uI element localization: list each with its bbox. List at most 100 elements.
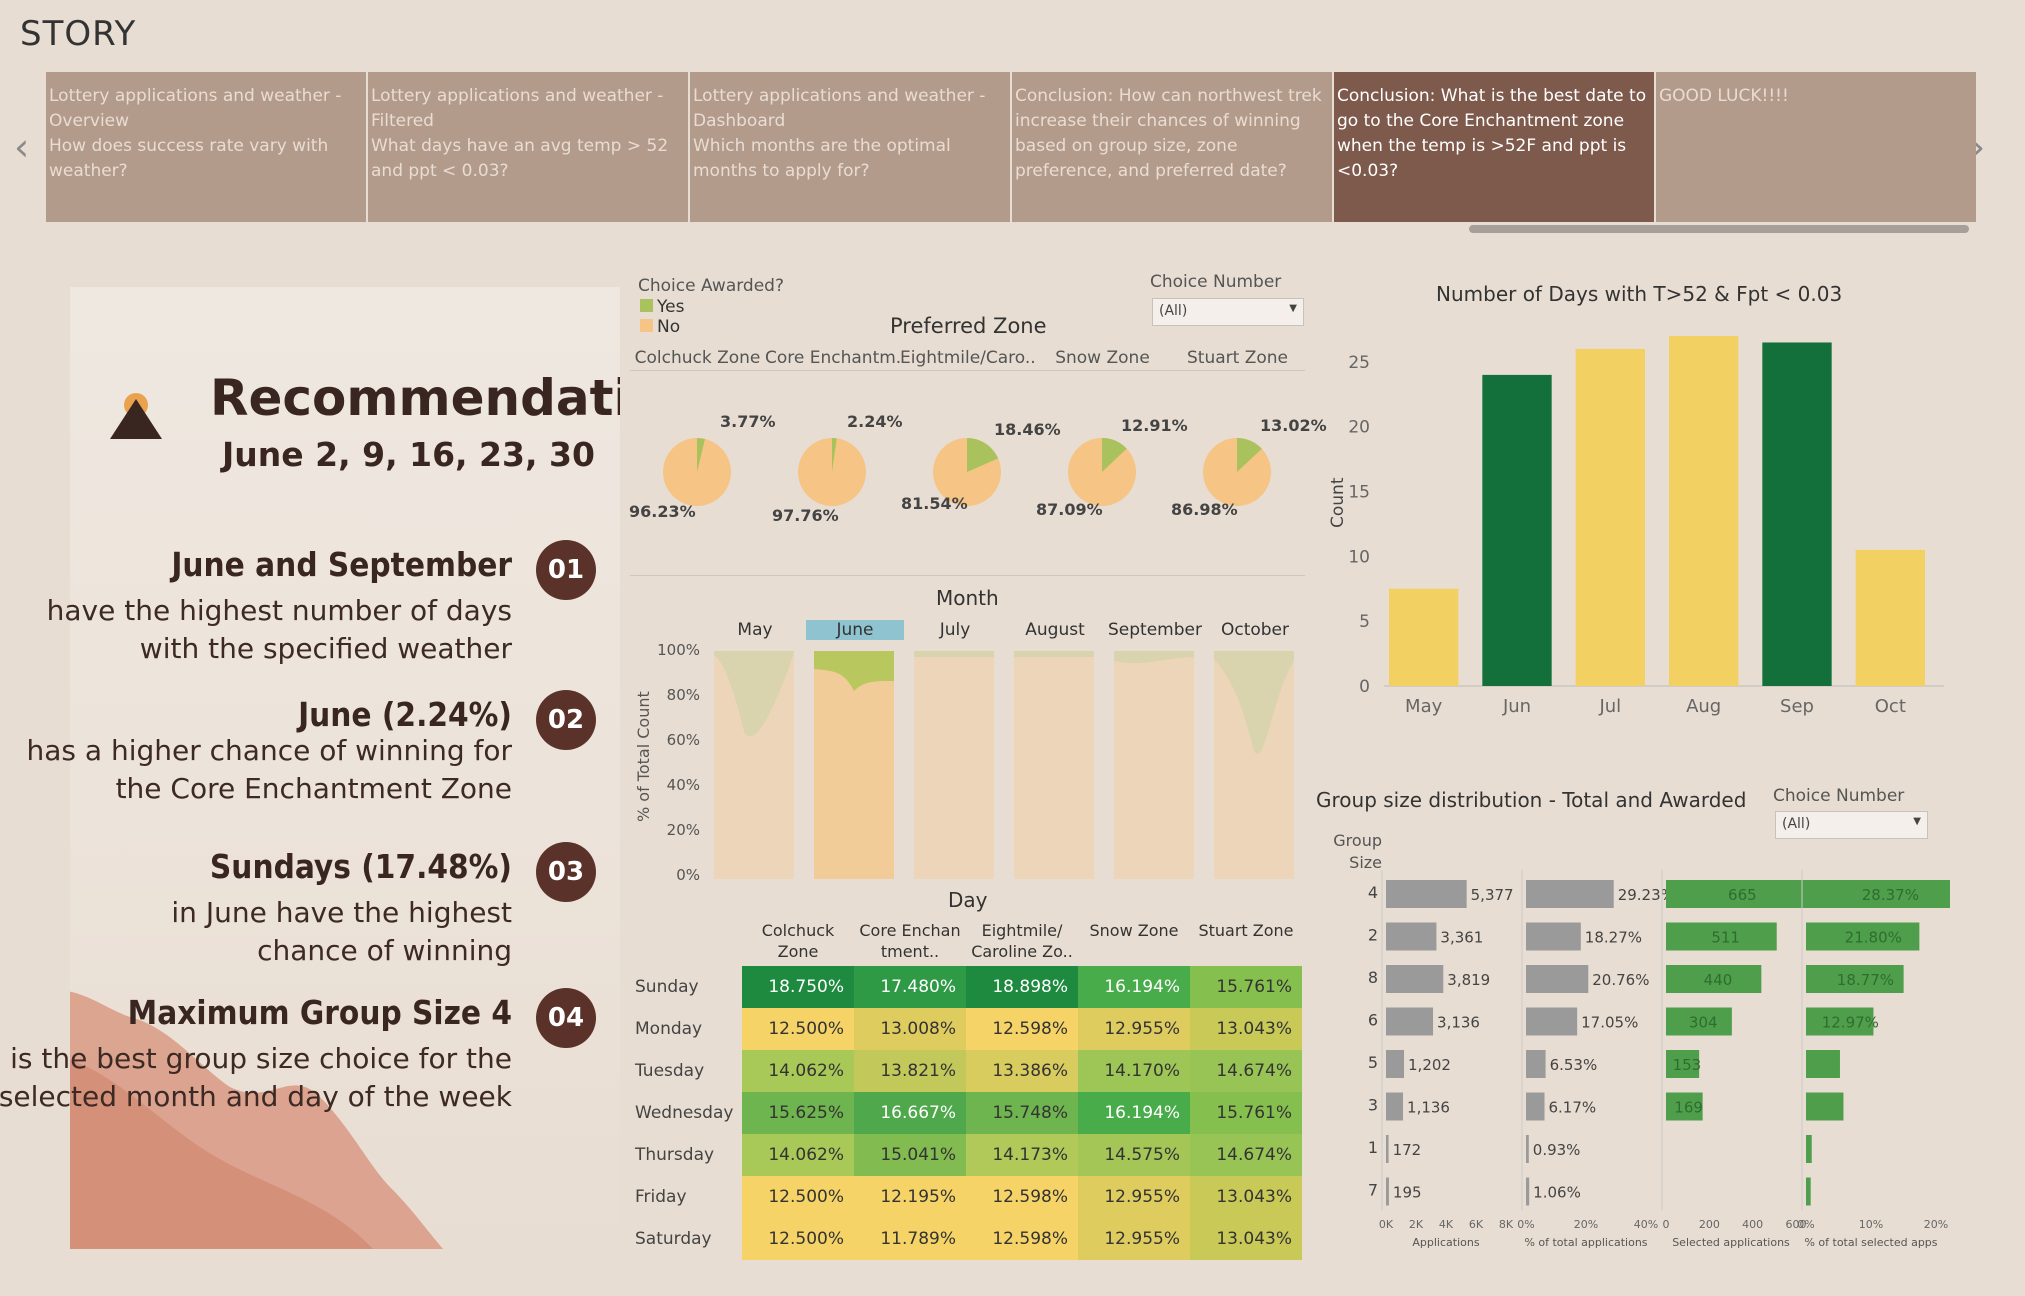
heatmap-cell[interactable]: 14.674%: [1190, 1050, 1302, 1092]
group-bar[interactable]: [1666, 1050, 1700, 1078]
month-header[interactable]: August: [1025, 620, 1085, 640]
heatmap-cell[interactable]: 15.625%: [742, 1092, 854, 1134]
group-bar[interactable]: [1666, 922, 1777, 951]
zone-pie[interactable]: [1197, 432, 1277, 512]
story-tab-3[interactable]: Lottery applications and weather - Dashb…: [690, 72, 1010, 222]
heatmap-cell[interactable]: 14.173%: [966, 1134, 1078, 1176]
heatmap-cell[interactable]: 13.008%: [854, 1008, 966, 1050]
days-bar[interactable]: [1389, 588, 1459, 686]
heatmap-cell[interactable]: 12.955%: [1078, 1008, 1190, 1050]
heatmap-cell[interactable]: 12.598%: [966, 1008, 1078, 1050]
days-bar[interactable]: [1482, 374, 1552, 686]
heatmap-cell[interactable]: 13.043%: [1190, 1218, 1302, 1260]
group-bar[interactable]: [1526, 1092, 1545, 1121]
month-area-chart[interactable]: [1014, 651, 1106, 879]
group-bar[interactable]: [1806, 1050, 1840, 1078]
group-bar[interactable]: [1806, 1177, 1811, 1206]
group-bar[interactable]: [1386, 880, 1467, 908]
heatmap-cell[interactable]: 16.667%: [854, 1092, 966, 1134]
group-bar[interactable]: [1806, 965, 1904, 993]
group-choice-number-dropdown[interactable]: (All) ▼: [1775, 811, 1928, 839]
group-bar[interactable]: [1526, 880, 1614, 908]
group-bar[interactable]: [1806, 1007, 1874, 1036]
month-area-chart[interactable]: [1114, 651, 1206, 879]
days-bar[interactable]: [1855, 549, 1925, 686]
group-bar[interactable]: [1386, 1092, 1404, 1121]
group-bar[interactable]: [1526, 922, 1581, 951]
heatmap-cell[interactable]: 18.750%: [742, 966, 854, 1008]
group-bar[interactable]: [1386, 965, 1444, 993]
choice-number-dropdown[interactable]: (All) ▼: [1152, 298, 1304, 326]
story-tab-4[interactable]: Conclusion: How can northwest trek incre…: [1012, 72, 1332, 222]
heatmap-cell[interactable]: 15.748%: [966, 1092, 1078, 1134]
group-bar[interactable]: [1806, 922, 1920, 951]
month-header[interactable]: September: [1108, 620, 1202, 640]
zone-pie[interactable]: [657, 432, 737, 512]
heatmap-cell[interactable]: 13.821%: [854, 1050, 966, 1092]
month-header[interactable]: May: [737, 620, 773, 640]
zone-pie[interactable]: [927, 432, 1007, 512]
pie-slice-yes[interactable]: [1237, 438, 1262, 472]
heatmap-cell[interactable]: 15.041%: [854, 1134, 966, 1176]
heatmap-cell[interactable]: 16.194%: [1078, 1092, 1190, 1134]
zone-pie[interactable]: [792, 432, 872, 512]
group-bar[interactable]: [1526, 1050, 1546, 1078]
heatmap-cell[interactable]: 15.761%: [1190, 1092, 1302, 1134]
story-tab-1[interactable]: Lottery applications and weather - Overv…: [46, 72, 366, 222]
group-bar[interactable]: [1666, 880, 1811, 908]
heatmap-cell[interactable]: 12.500%: [742, 1218, 854, 1260]
heatmap-cell[interactable]: 13.043%: [1190, 1008, 1302, 1050]
group-bar[interactable]: [1526, 965, 1589, 993]
heatmap-cell[interactable]: 13.386%: [966, 1050, 1078, 1092]
heatmap-cell[interactable]: 14.575%: [1078, 1134, 1190, 1176]
legend-item-no[interactable]: No: [640, 317, 680, 337]
group-bar[interactable]: [1386, 1135, 1389, 1163]
group-bar[interactable]: [1526, 1135, 1529, 1163]
month-area-chart[interactable]: [914, 651, 1006, 879]
zone-pie[interactable]: [1062, 432, 1142, 512]
heatmap-cell[interactable]: 15.761%: [1190, 966, 1302, 1008]
heatmap-cell[interactable]: 12.500%: [742, 1008, 854, 1050]
month-area-chart[interactable]: [1214, 651, 1306, 879]
pie-slice-yes[interactable]: [967, 438, 999, 472]
pie-slice-yes[interactable]: [1102, 438, 1127, 472]
heatmap-cell[interactable]: 14.062%: [742, 1050, 854, 1092]
group-bar[interactable]: [1386, 1177, 1389, 1206]
group-bar[interactable]: [1806, 1135, 1812, 1163]
group-bar[interactable]: [1526, 1177, 1530, 1206]
month-header[interactable]: June: [806, 620, 904, 640]
story-points-scrollbar[interactable]: [1469, 225, 1969, 233]
heatmap-cell[interactable]: 14.170%: [1078, 1050, 1190, 1092]
pie-slice-yes[interactable]: [832, 438, 837, 472]
heatmap-cell[interactable]: 12.195%: [854, 1176, 966, 1218]
heatmap-cell[interactable]: 11.789%: [854, 1218, 966, 1260]
month-header[interactable]: July: [939, 620, 971, 640]
group-bar[interactable]: [1666, 1092, 1703, 1121]
group-bar[interactable]: [1666, 965, 1762, 993]
heatmap-cell[interactable]: 12.598%: [966, 1218, 1078, 1260]
days-bar[interactable]: [1669, 336, 1739, 686]
days-bar[interactable]: [1575, 348, 1645, 686]
heatmap-cell[interactable]: 12.955%: [1078, 1218, 1190, 1260]
month-header[interactable]: October: [1220, 620, 1290, 640]
story-tab-2[interactable]: Lottery applications and weather - Filte…: [368, 72, 688, 222]
heatmap-cell[interactable]: 12.598%: [966, 1176, 1078, 1218]
days-bar[interactable]: [1762, 342, 1832, 686]
heatmap-cell[interactable]: 14.062%: [742, 1134, 854, 1176]
previous-story-point-arrow-icon[interactable]: ‹: [14, 125, 30, 169]
heatmap-cell[interactable]: 12.955%: [1078, 1176, 1190, 1218]
heatmap-cell[interactable]: 16.194%: [1078, 966, 1190, 1008]
group-bar[interactable]: [1806, 880, 1950, 908]
month-area-chart[interactable]: [714, 651, 806, 879]
group-bar[interactable]: [1386, 922, 1437, 951]
story-tab-6[interactable]: GOOD LUCK!!!!: [1656, 72, 1976, 222]
heatmap-cell[interactable]: 17.480%: [854, 966, 966, 1008]
month-area-chart[interactable]: [814, 651, 906, 879]
pie-slice-yes[interactable]: [697, 438, 705, 472]
group-bar[interactable]: [1526, 1007, 1578, 1036]
heatmap-cell[interactable]: 13.043%: [1190, 1176, 1302, 1218]
heatmap-cell[interactable]: 12.500%: [742, 1176, 854, 1218]
legend-item-yes[interactable]: Yes: [640, 297, 684, 317]
group-bar[interactable]: [1386, 1050, 1405, 1078]
story-tab-5[interactable]: Conclusion: What is the best date to go …: [1334, 72, 1654, 222]
